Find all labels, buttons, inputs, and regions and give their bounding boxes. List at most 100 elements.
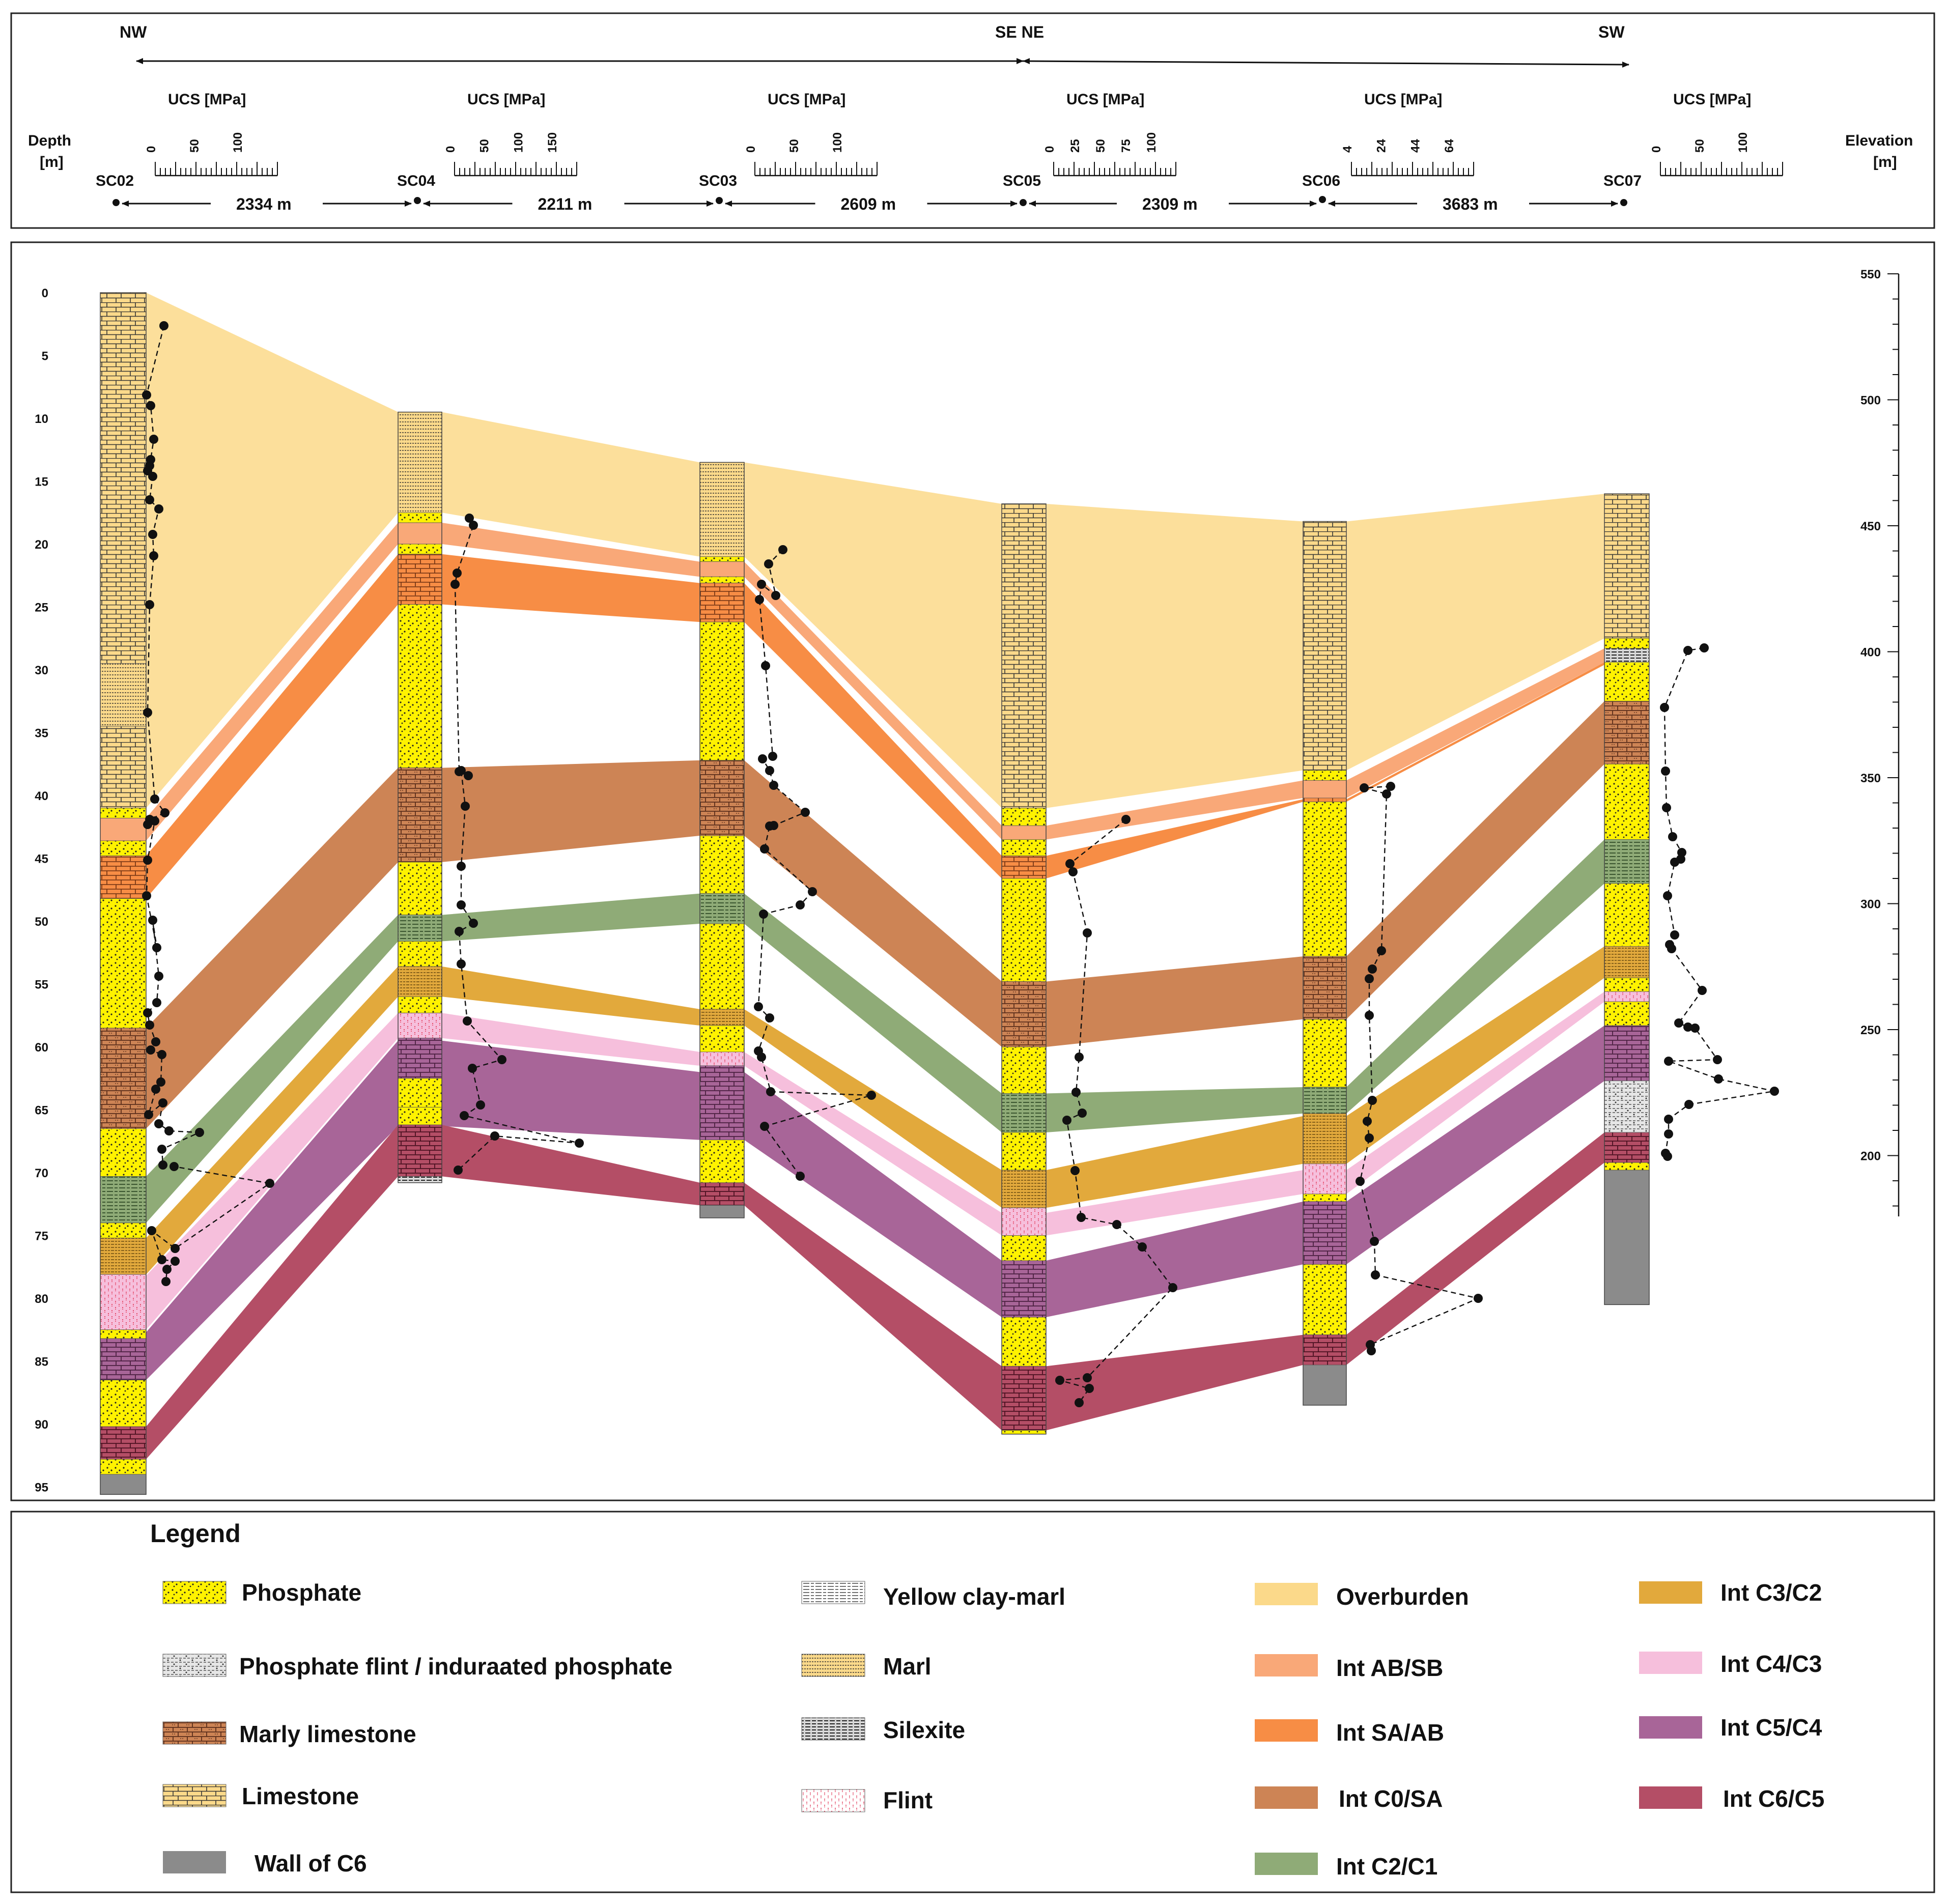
ucs-point-sc07-2 [1683, 646, 1692, 655]
ucs-point-sc06-11 [1356, 1177, 1365, 1186]
ucs-point-sc02-9 [145, 495, 154, 504]
ucs-point-sc07-23 [1664, 1115, 1673, 1124]
layer-sc05-11 [1001, 1170, 1047, 1208]
band-int-c2-c1 [146, 839, 1604, 1223]
depth-tick-30: 30 [35, 664, 48, 677]
ucs-point-sc04-17 [476, 1100, 485, 1110]
ucs-point-sc04-1 [465, 514, 474, 523]
well-label-sc03: SC03 [699, 173, 737, 189]
ucs-point-sc04-15 [497, 1055, 506, 1064]
ucs-point-sc03-5 [755, 595, 764, 604]
ucs-point-sc02-43 [147, 1226, 156, 1235]
layer-sc03-5 [699, 583, 745, 622]
ucs-point-sc04-12 [455, 927, 464, 936]
legend-int-c4-c3: Int C4/C3 [1720, 1651, 1822, 1677]
ucs-tick-sc07-100: 100 [1736, 132, 1750, 153]
ucs-tick-sc04-150: 150 [546, 132, 559, 153]
ucs-point-sc05-10 [1077, 1213, 1086, 1222]
layer-sc03-8 [699, 835, 745, 894]
layer-sc04-1 [398, 412, 442, 513]
ucs-profile-sc04 [450, 514, 584, 1175]
dir-nw: NW [120, 23, 147, 41]
layer-sc06-3 [1303, 780, 1347, 799]
swatch-silexite [801, 1717, 865, 1741]
column-sc07 [1604, 493, 1650, 1305]
layer-sc05-6 [1001, 878, 1047, 982]
layer-sc06-12 [1303, 1201, 1347, 1265]
distance-5: 3683 m [1443, 195, 1498, 213]
band-int-c3-c2 [146, 946, 1604, 1275]
depth-tick-10: 10 [35, 412, 48, 426]
depth-tick-15: 15 [35, 475, 48, 489]
layer-sc06-9 [1303, 1113, 1347, 1164]
ucs-point-sc03-4 [757, 580, 766, 589]
ucs-point-sc07-14 [1698, 986, 1707, 995]
well-label-sc02: SC02 [96, 173, 134, 189]
depth-tick-55: 55 [35, 978, 48, 992]
depth-tick-45: 45 [35, 852, 48, 866]
layer-sc05-13 [1001, 1235, 1047, 1261]
layer-sc03-9 [699, 893, 745, 924]
layer-sc06-2 [1303, 770, 1347, 781]
ucs-point-sc06-10 [1365, 1133, 1374, 1143]
ucs-point-sc02-24 [154, 972, 163, 981]
ucs-point-sc02-15 [150, 794, 159, 804]
layer-sc03-3 [699, 561, 745, 577]
layer-sc04-4 [398, 544, 442, 555]
layer-sc03-6 [699, 621, 745, 761]
well-pin-sc07 [1620, 199, 1627, 206]
ucs-point-sc02-14 [143, 708, 152, 717]
layer-sc06-15 [1303, 1365, 1347, 1406]
ucs-tick-sc03-50: 50 [787, 139, 801, 153]
ucs-point-sc07-20 [1714, 1074, 1723, 1084]
layer-sc04-13 [398, 1012, 442, 1039]
ucs-tick-sc05-50: 50 [1094, 139, 1108, 153]
ucs-point-sc06-12 [1370, 1237, 1379, 1246]
ucs-point-sc07-18 [1713, 1055, 1722, 1064]
ucs-point-sc04-11 [469, 919, 478, 928]
ucs-point-sc07-4 [1661, 766, 1670, 776]
ucs-point-sc02-16 [160, 808, 170, 817]
swatch-marly-limestone [162, 1721, 227, 1745]
layer-sc06-14 [1303, 1334, 1347, 1366]
ucs-point-sc07-13 [1667, 944, 1676, 953]
header-wells: UCS [MPa] 0 50 100 SC02 UCS [MPa] 0 50 100 150 SC0… [96, 91, 1783, 213]
ucs-point-sc03-2 [764, 559, 773, 569]
layer-sc03-12 [699, 1025, 745, 1053]
layer-sc06-7 [1303, 1019, 1347, 1088]
layer-sc05-17 [1001, 1430, 1047, 1435]
well-label-sc07: SC07 [1603, 173, 1642, 189]
ucs-point-sc02-41 [265, 1179, 274, 1188]
ucs-point-sc06-1 [1386, 782, 1395, 791]
dir-sw: SW [1598, 23, 1625, 41]
ucs-point-sc06-13 [1371, 1270, 1380, 1280]
ucs-point-sc02-8 [148, 472, 157, 481]
ucs-point-sc06-7 [1365, 1011, 1374, 1020]
layer-sc07-8 [1604, 883, 1650, 947]
ucs-label-sc06: UCS [MPa] [1364, 91, 1442, 108]
ucs-point-sc07-5 [1662, 803, 1671, 812]
ucs-point-sc06-9 [1363, 1117, 1372, 1126]
ucs-point-sc07-11 [1670, 930, 1679, 940]
layer-sc02-10 [100, 1128, 147, 1177]
ucs-point-sc04-3 [453, 569, 462, 578]
layer-sc02-4 [100, 808, 147, 818]
ucs-point-sc02-37 [195, 1128, 204, 1137]
ucs-point-sc05-12 [1138, 1242, 1147, 1252]
depth-tick-35: 35 [35, 727, 48, 741]
column-sc04 [398, 411, 442, 1183]
ucs-label-sc05: UCS [MPa] [1066, 91, 1144, 108]
header-panel: NW SE NE SW Depth [m] Elevation [m] UCS … [10, 12, 1935, 229]
ucs-tick-sc04-0: 0 [444, 146, 458, 153]
legend-marl: Marl [883, 1653, 932, 1680]
ucs-tick-sc07-50: 50 [1693, 139, 1707, 153]
elev-tick-200: 200 [1860, 1150, 1881, 1163]
layer-sc03-15 [699, 1140, 745, 1183]
band-int-c6-c5 [146, 1125, 1604, 1460]
ucs-label-sc03: UCS [MPa] [768, 91, 845, 108]
legend-marly-limestone: Marly limestone [239, 1721, 416, 1747]
legend-int-c0-sa: Int C0/SA [1339, 1785, 1443, 1812]
layer-sc03-7 [699, 760, 745, 836]
swatch-int-c4-c3 [1639, 1652, 1702, 1674]
well-pin-sc04 [414, 197, 421, 204]
